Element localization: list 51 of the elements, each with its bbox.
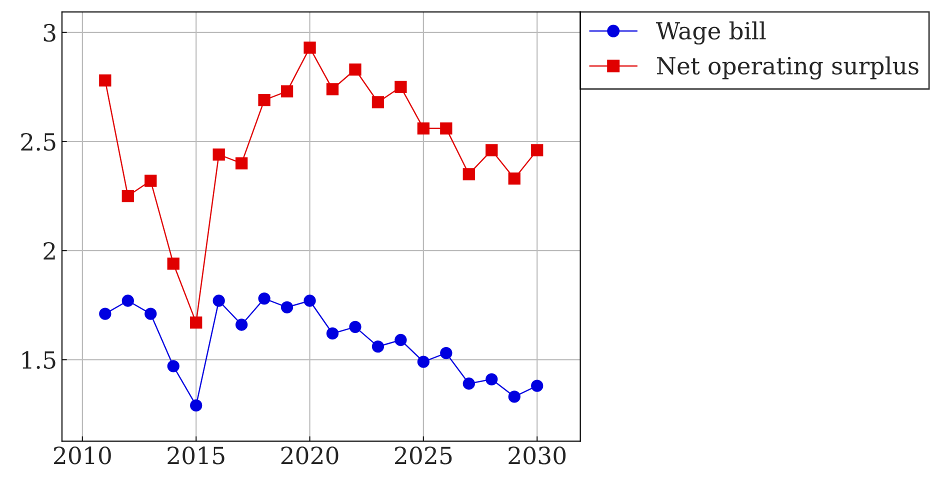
point	[349, 320, 362, 333]
point	[531, 380, 544, 392]
x-tick-label: 2020	[281, 446, 338, 464]
point	[167, 360, 180, 372]
x-tick-label: 2025	[394, 446, 452, 464]
point	[144, 308, 157, 320]
point	[167, 258, 180, 270]
point	[486, 373, 498, 386]
x-tick-label: 2015	[168, 446, 224, 464]
point	[326, 327, 339, 340]
point	[280, 301, 294, 314]
point	[258, 94, 270, 106]
x-tick-label: 2030	[508, 446, 566, 464]
point	[122, 294, 134, 307]
legend-label: Wage bill	[656, 21, 766, 45]
point	[508, 390, 520, 403]
point	[394, 80, 407, 94]
point	[394, 334, 407, 346]
point	[531, 144, 544, 156]
x-tick-label: 2010	[54, 446, 111, 464]
point	[462, 168, 475, 180]
point	[372, 340, 384, 353]
point	[99, 308, 112, 320]
point	[190, 316, 202, 329]
point	[99, 74, 112, 86]
point	[258, 292, 270, 305]
point	[212, 148, 225, 161]
y-tick-label: 2.5	[21, 132, 56, 151]
point	[417, 356, 430, 368]
point	[235, 157, 248, 170]
point	[326, 83, 339, 96]
point	[144, 174, 157, 187]
point	[462, 378, 475, 390]
point	[372, 96, 384, 108]
y-tick-label: 2	[44, 242, 55, 260]
point	[440, 347, 452, 360]
point	[417, 122, 430, 134]
point	[304, 42, 316, 54]
point	[212, 294, 225, 307]
point	[235, 318, 248, 331]
point	[440, 122, 452, 134]
y-tick-label: 3	[44, 24, 56, 42]
y-tick-label: 1.5	[22, 351, 56, 369]
point	[508, 172, 520, 185]
point	[349, 63, 362, 76]
point	[190, 399, 202, 412]
point	[486, 144, 498, 156]
point	[122, 190, 134, 202]
point	[280, 85, 294, 98]
point	[304, 294, 316, 307]
legend-label: Net operating surplus	[657, 56, 918, 80]
